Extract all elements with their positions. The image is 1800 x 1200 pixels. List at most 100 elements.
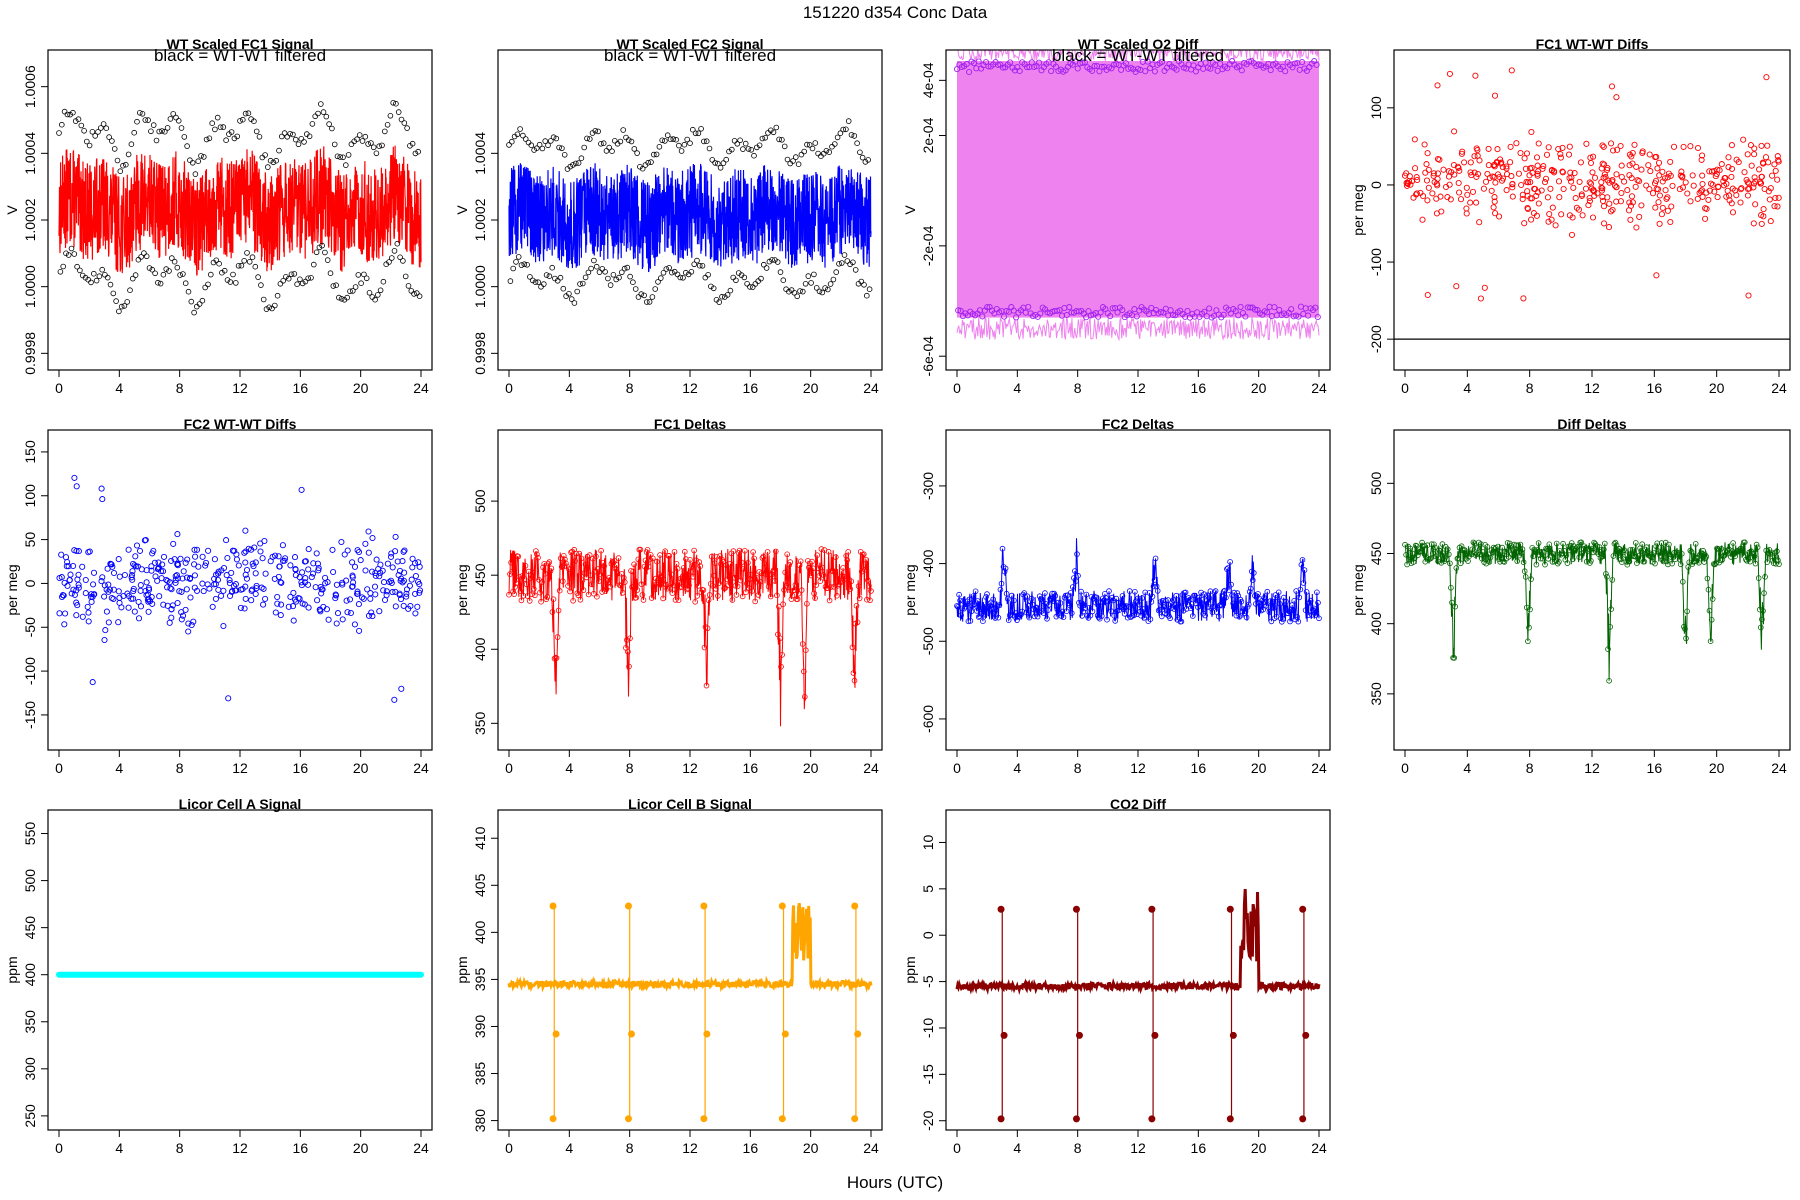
x-tick-label: 20: [803, 1140, 819, 1156]
calibration-point: [1302, 1031, 1310, 1039]
data-point: [1748, 162, 1755, 169]
data-point: [539, 579, 545, 585]
data-point: [110, 569, 118, 577]
x-tick-label: 12: [1584, 380, 1600, 396]
data-point: [1641, 558, 1648, 565]
data-point: [1412, 165, 1419, 172]
data-point: [672, 597, 679, 603]
overlay-point: [812, 140, 819, 146]
overlay-point: [834, 134, 841, 141]
data-point: [967, 618, 974, 624]
data-point: [980, 618, 986, 624]
data-point: [1757, 606, 1763, 613]
data-point: [1086, 604, 1093, 611]
overlay-point: [125, 151, 132, 158]
overlay-point: [118, 303, 125, 310]
data-point: [1552, 222, 1559, 229]
overlay-point: [751, 152, 757, 159]
y-tick-label: 500: [472, 489, 488, 513]
x-tick-label: 12: [232, 380, 248, 396]
data-point: [110, 586, 117, 593]
data-point: [1414, 543, 1420, 549]
overlay-point: [120, 162, 126, 169]
panel-title: FC1 WT-WT Diffs: [1536, 36, 1649, 52]
y-axis-label: per meg: [454, 564, 470, 615]
data-point: [1270, 605, 1277, 611]
overlay-point: [391, 248, 398, 254]
data-point: [292, 565, 299, 573]
y-tick-label: 2e-04: [920, 117, 936, 153]
data-point: [412, 572, 419, 580]
plot-frame: [1393, 429, 1791, 751]
x-tick-label: 8: [626, 760, 634, 776]
data-point: [1251, 570, 1257, 576]
data-point: [1684, 190, 1691, 197]
overlay-point: [574, 288, 580, 295]
overlay-point: [103, 125, 110, 131]
y-tick-label: 500: [1368, 471, 1384, 495]
data-point: [586, 552, 593, 558]
data-point: [685, 585, 691, 592]
overlay-point: [804, 141, 810, 148]
data-point: [211, 556, 218, 563]
overlay-point: [664, 132, 671, 139]
data-point: [359, 594, 366, 601]
data-point: [1189, 601, 1195, 607]
data-point: [1535, 540, 1542, 546]
data-point: [272, 609, 279, 616]
y-tick-label: 0: [920, 931, 936, 939]
x-tick-label: 12: [1584, 760, 1600, 776]
calibration-point: [1299, 905, 1307, 913]
data-point: [1680, 578, 1686, 585]
data-point: [1440, 166, 1447, 173]
data-point: [983, 594, 989, 600]
overlay-point: [829, 143, 835, 150]
overlay-point: [191, 309, 197, 316]
overlay-point: [278, 133, 285, 140]
overlay-point: [110, 290, 117, 297]
overlay-point: [831, 141, 838, 147]
data-point: [71, 474, 78, 481]
data-point: [1503, 171, 1511, 178]
data-point: [1585, 202, 1592, 209]
data-point: [1458, 150, 1465, 157]
data-point: [715, 593, 721, 599]
data-point: [1751, 145, 1758, 152]
data-point: [1295, 618, 1302, 625]
data-point: [298, 486, 305, 493]
x-tick-label: 12: [682, 380, 698, 396]
data-point: [624, 637, 630, 643]
data-point: [1524, 188, 1531, 195]
data-point: [347, 609, 354, 617]
y-axis-label: per meg: [902, 564, 918, 615]
data-point: [384, 560, 391, 567]
y-tick-label: -15: [920, 1064, 936, 1084]
overlay-point: [308, 274, 314, 281]
overlay-point: [741, 274, 748, 281]
data-point: [1430, 550, 1436, 556]
y-axis-label: per meg: [1350, 184, 1366, 235]
overlay-point: [347, 288, 353, 295]
overlay-point: [714, 160, 721, 167]
overlay-point: [1217, 60, 1224, 67]
data-point: [75, 548, 82, 555]
data-point: [761, 560, 768, 567]
data-point: [1042, 590, 1048, 596]
overlay-point: [111, 146, 118, 152]
overlay-point: [352, 284, 359, 290]
overlay-point: [81, 128, 87, 134]
data-point: [101, 593, 108, 600]
data-point: [1623, 558, 1629, 565]
data-point: [143, 579, 150, 586]
data-point: [1573, 204, 1580, 211]
data-point: [1136, 601, 1142, 608]
data-point: [603, 586, 609, 593]
data-point: [1542, 175, 1550, 182]
data-point: [530, 585, 537, 592]
y-tick-label: -600: [920, 705, 936, 733]
data-point: [406, 582, 413, 589]
data-point: [517, 588, 524, 594]
